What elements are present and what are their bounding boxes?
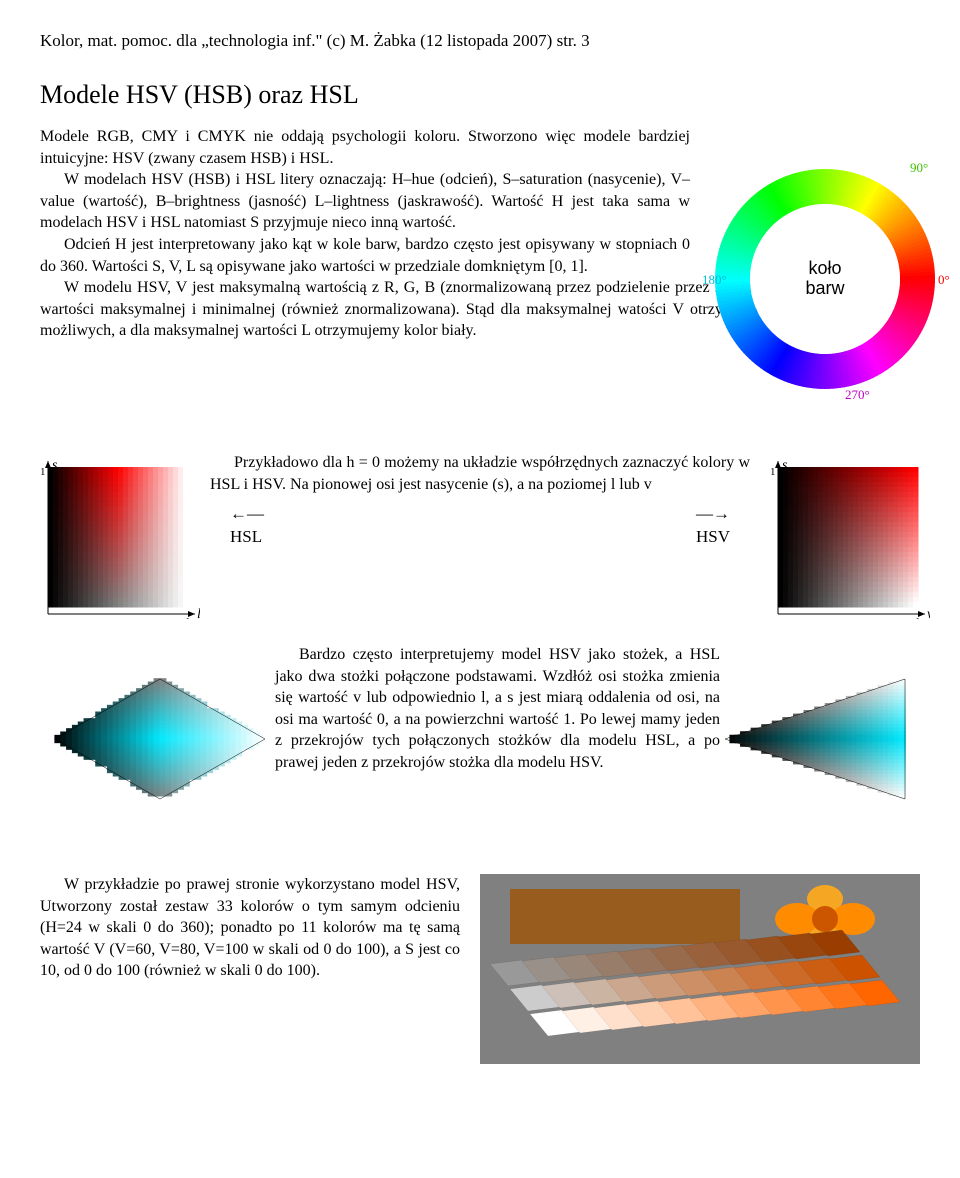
hsl-diamond xyxy=(50,674,270,804)
axis-1-ll: 1 xyxy=(185,616,191,619)
section-cones: Bardzo często interpretujemy model HSV j… xyxy=(40,644,920,844)
section-palette: W przykładzie po prawej stronie wykorzys… xyxy=(40,874,920,1064)
section-intro: Modele RGB, CMY i CMYK nie oddają psycho… xyxy=(40,126,920,426)
axis-1-sl: 1 xyxy=(40,466,46,478)
section-squares: s 1 l 1 s 1 v 1 Przykładowo dla h = 0 mo… xyxy=(40,444,920,614)
para-2: Przykładowo dla h = 0 możemy na układzie… xyxy=(210,452,750,495)
color-wheel: koło barw 0° 90° 180° 270° xyxy=(700,154,950,404)
wheel-90: 90° xyxy=(910,160,928,175)
page-title: Modele HSV (HSB) oraz HSL xyxy=(40,77,920,112)
hsl-gradient-square: s 1 l 1 xyxy=(40,459,190,609)
arrow-left-icon: ←— xyxy=(230,504,264,523)
wheel-label-2: barw xyxy=(805,278,845,298)
wheel-label-1: koło xyxy=(808,258,841,278)
wheel-270: 270° xyxy=(845,387,870,402)
arrow-right-icon: —→ xyxy=(696,504,730,523)
axis-s-right: s xyxy=(782,459,788,473)
para-4: W przykładzie po prawej stronie wykorzys… xyxy=(40,874,460,982)
axis-1-vr: 1 xyxy=(915,616,921,619)
axis-v: v xyxy=(927,607,930,619)
para-1b: W modelach HSV (HSB) i HSL litery oznacz… xyxy=(40,169,690,234)
hsv-label: HSV xyxy=(696,527,730,546)
hsv-gradient-square: s 1 v 1 xyxy=(770,459,920,609)
hsv-triangle xyxy=(720,674,910,804)
axis-s-left: s xyxy=(52,459,58,473)
wheel-0: 0° xyxy=(938,272,950,287)
axis-l: l xyxy=(197,607,200,619)
hsl-label: HSL xyxy=(230,527,262,546)
palette-figure xyxy=(480,874,920,1064)
para-1a: Modele RGB, CMY i CMYK nie oddają psycho… xyxy=(40,126,690,169)
page-header: Kolor, mat. pomoc. dla „technologia inf.… xyxy=(40,30,920,53)
axis-1-sr: 1 xyxy=(770,466,776,478)
wheel-180: 180° xyxy=(702,272,727,287)
para-1c: Odcień H jest interpretowany jako kąt w … xyxy=(40,234,690,277)
